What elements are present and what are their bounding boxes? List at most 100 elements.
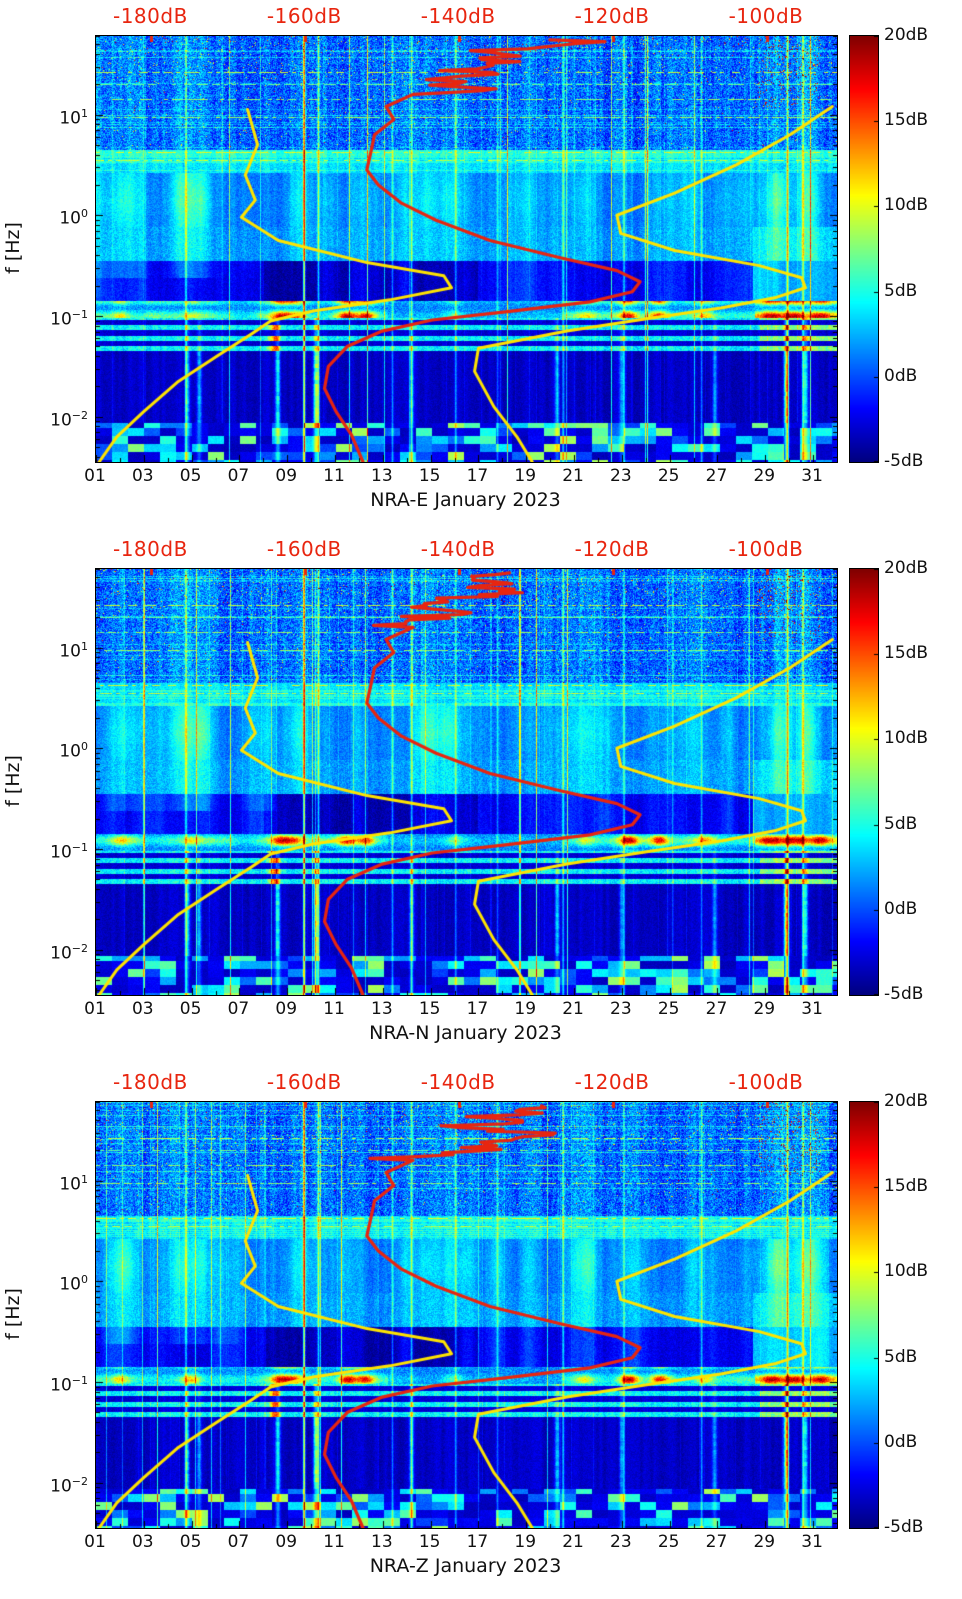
- psd-db-label: -140dB: [420, 1070, 496, 1094]
- y-tick-label: 10−1: [28, 837, 88, 863]
- spectrogram-canvas: [96, 1102, 837, 1528]
- x-tick-label: 29: [753, 466, 776, 486]
- psd-top-axis: -180dB -160dB -140dB -120dB -100dB: [0, 0, 962, 34]
- colorbar: [849, 568, 879, 996]
- x-axis-title: NRA-E January 2023: [370, 489, 561, 511]
- x-tick-label: 01: [84, 999, 106, 1019]
- y-tick-label: 10−1: [28, 1370, 88, 1396]
- x-tick-label: 19: [514, 466, 537, 486]
- x-tick-label: 17: [466, 1532, 489, 1552]
- psd-top-axis: -180dB -160dB -140dB -120dB -100dB: [0, 1066, 962, 1100]
- y-axis-title: f [Hz]: [0, 568, 26, 994]
- psd-db-label: -100dB: [728, 1070, 804, 1094]
- x-tick-label: 01: [84, 466, 106, 486]
- x-tick-label: 31: [801, 999, 823, 1019]
- y-tick-label: 10−1: [28, 304, 88, 330]
- x-tick-label: 17: [466, 466, 489, 486]
- y-tick-label: 100: [28, 1269, 88, 1295]
- x-tick-label: 19: [514, 999, 537, 1019]
- x-tick-label: 01: [84, 1532, 106, 1552]
- psd-db-label: -120dB: [574, 4, 650, 28]
- y-tick-label: 10−2: [28, 1471, 88, 1497]
- y-tick-mantissa: 10: [50, 1476, 72, 1497]
- y-tick-mantissa: 10: [50, 943, 72, 964]
- y-axis-title-text: f [Hz]: [2, 222, 25, 274]
- y-tick-exponent: 1: [81, 106, 88, 120]
- spectrogram-plot: [95, 1101, 838, 1529]
- y-tick-label: 101: [28, 103, 88, 129]
- y-tick-mantissa: 10: [59, 208, 81, 229]
- x-tick-label: 23: [610, 1532, 632, 1552]
- x-tick-label: 23: [610, 466, 632, 486]
- x-tick-label: 09: [275, 1532, 298, 1552]
- colorbar-tick-label: -5dB: [884, 451, 924, 471]
- colorbar-tick-label: 5dB: [884, 280, 918, 301]
- psd-db-label: -140dB: [420, 4, 496, 28]
- y-tick-mantissa: 10: [50, 1375, 72, 1396]
- y-tick-exponent: 1: [81, 639, 88, 653]
- colorbar-tick-label: -5dB: [884, 1517, 924, 1537]
- x-tick-label: 17: [466, 999, 489, 1019]
- psd-db-label: -120dB: [574, 1070, 650, 1094]
- y-axis-title-text: f [Hz]: [2, 1288, 25, 1340]
- y-tick-mantissa: 10: [59, 641, 81, 662]
- x-tick-label: 25: [657, 1532, 680, 1552]
- x-tick-label: 13: [371, 466, 393, 486]
- psd-top-axis: -180dB -160dB -140dB -120dB -100dB: [0, 533, 962, 567]
- y-tick-exponent: −2: [71, 941, 88, 955]
- spectrogram-plot: [95, 568, 838, 996]
- y-tick-label: 100: [28, 736, 88, 762]
- psd-db-label: -100dB: [728, 4, 804, 28]
- y-tick-exponent: 0: [81, 740, 88, 754]
- x-tick-label: 21: [562, 1532, 584, 1552]
- x-axis-title: NRA-N January 2023: [369, 1022, 562, 1044]
- colorbar-canvas: [850, 36, 878, 462]
- psd-db-label: -160dB: [266, 4, 342, 28]
- x-tick-label: 05: [179, 999, 202, 1019]
- y-tick-exponent: 0: [81, 207, 88, 221]
- colorbar-tick-label: 0dB: [884, 365, 918, 386]
- colorbar-tick-label: 15dB: [884, 643, 929, 664]
- colorbar-tick-label: 5dB: [884, 813, 918, 834]
- x-tick-label: 11: [323, 466, 345, 486]
- colorbar-tick-label: -5dB: [884, 984, 924, 1004]
- y-axis-title: f [Hz]: [0, 35, 26, 461]
- psd-db-label: -140dB: [420, 537, 496, 561]
- y-tick-label: 101: [28, 1169, 88, 1195]
- y-tick-mantissa: 10: [50, 842, 72, 863]
- x-axis-title: NRA-Z January 2023: [369, 1555, 562, 1577]
- x-tick-label: 13: [371, 1532, 393, 1552]
- y-tick-exponent: −1: [71, 840, 88, 854]
- x-tick-label: 07: [227, 999, 250, 1019]
- colorbar-tick-label: 10dB: [884, 728, 929, 749]
- x-tick-label: 15: [418, 1532, 441, 1552]
- spectrogram-canvas: [96, 36, 837, 462]
- y-tick-exponent: −2: [71, 408, 88, 422]
- x-tick-label: 15: [418, 466, 441, 486]
- x-tick-label: 07: [227, 466, 250, 486]
- x-tick-label: 23: [610, 999, 632, 1019]
- x-tick-label: 13: [371, 999, 393, 1019]
- x-tick-label: 11: [323, 999, 345, 1019]
- x-tick-label: 27: [705, 1532, 728, 1552]
- colorbar: [849, 35, 879, 463]
- psd-db-label: -180dB: [112, 537, 188, 561]
- y-tick-exponent: −2: [71, 1474, 88, 1488]
- colorbar-tick-label: 0dB: [884, 898, 918, 919]
- y-tick-mantissa: 10: [50, 410, 72, 431]
- x-tick-label: 03: [131, 466, 154, 486]
- x-tick-label: 03: [131, 1532, 154, 1552]
- y-axis-title-text: f [Hz]: [2, 755, 25, 807]
- y-tick-label: 101: [28, 636, 88, 662]
- y-tick-exponent: −1: [71, 307, 88, 321]
- x-tick-label: 05: [179, 1532, 202, 1552]
- y-tick-label: 10−2: [28, 938, 88, 964]
- colorbar-tick-label: 10dB: [884, 1261, 929, 1282]
- psd-db-label: -160dB: [266, 537, 342, 561]
- colorbar-tick-label: 15dB: [884, 110, 929, 131]
- y-tick-mantissa: 10: [59, 1174, 81, 1195]
- y-tick-mantissa: 10: [59, 1274, 81, 1295]
- y-tick-mantissa: 10: [59, 108, 81, 129]
- colorbar-canvas: [850, 569, 878, 995]
- spectrogram-panel: -180dB -160dB -140dB -120dB -100dB f [Hz] NR…: [0, 1066, 962, 1599]
